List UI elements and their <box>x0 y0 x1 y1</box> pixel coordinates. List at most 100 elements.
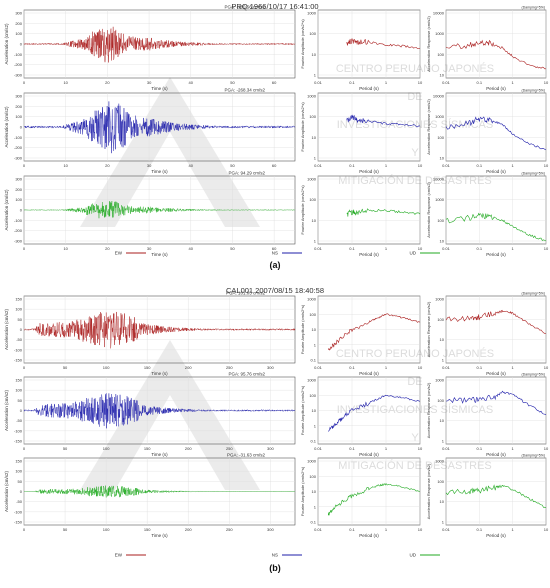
watermark-text: CENTRO PERUANO JAPONÉS <box>336 62 494 75</box>
y-tick-label: 1000 <box>307 459 317 464</box>
pga-label: PGA: 101.03 cm/s2 <box>226 291 266 296</box>
y-tick-label: 0 <box>20 42 23 47</box>
watermark-text: INVESTIGACIONES SÍSMICAS <box>337 118 493 131</box>
watermark-text: INVESTIGACIONES SÍSMICAS <box>337 403 493 416</box>
y-tick-label: 50 <box>18 479 23 484</box>
waveform-ew <box>23 26 296 63</box>
spectrum-curve-ns <box>346 114 421 128</box>
y-axis-label: Acceleration (cm/s2) <box>4 23 9 65</box>
y-tick-label: 10 <box>440 499 445 504</box>
x-tick-label: 0 <box>23 527 26 532</box>
y-tick-label: 1 <box>442 439 445 444</box>
y-tick-label: -300 <box>14 73 23 78</box>
x-tick-label: 100 <box>103 446 110 451</box>
y-tick-label: 100 <box>437 52 444 57</box>
x-tick-label: 10 <box>544 365 549 370</box>
x-axis-label: Time (s) <box>151 371 168 376</box>
spectrum-curve-ud <box>445 212 547 242</box>
x-tick-label: 0.01 <box>442 80 451 85</box>
watermark-text: DE <box>407 91 422 103</box>
watermark-text: MITIGACIÓN DE DESASTRES <box>338 459 491 472</box>
y-tick-label: 1 <box>314 342 317 347</box>
fourier-panel-ew: 0.01 0.1 1 10 1000 100 10 1 Period (s) Fourier Am… <box>300 9 423 91</box>
response-panel-ns: 0.01 0.1 1 10 10000 1000 100 10 Period (s) Accele… <box>426 89 549 175</box>
x-tick-label: 10 <box>418 163 423 168</box>
y-tick-label: 1000 <box>307 94 317 99</box>
x-tick-label: 1 <box>385 246 388 251</box>
x-tick-label: 1 <box>512 365 515 370</box>
y-axis-label: Acceleration (cm/s2) <box>4 189 9 231</box>
fourier-panel-ew: 0.01 0.1 1 10 1000 100 10 1 0.1 Period (s) Fourier… <box>300 295 423 376</box>
panel-caption: (a) <box>270 260 281 270</box>
y-tick-label: 0 <box>20 327 23 332</box>
y-tick-label: -100 <box>14 135 23 140</box>
x-tick-label: 20 <box>105 163 110 168</box>
y-tick-label: 10 <box>440 418 445 423</box>
x-tick-label: 300 <box>267 365 274 370</box>
x-tick-label: 10 <box>544 246 549 251</box>
y-tick-label: 150 <box>15 459 22 464</box>
y-tick-label: -200 <box>14 228 23 233</box>
pga-label: PGA: -31.63 cm/s2 <box>227 453 266 458</box>
y-tick-label: 10 <box>312 52 317 57</box>
x-tick-label: 10 <box>63 246 68 251</box>
x-tick-label: 50 <box>63 446 68 451</box>
response-panel-ns: 0.01 0.1 1 10 1000 100 10 1 Period (s) Accelerati… <box>426 373 549 458</box>
cismid-logo-a <box>80 77 260 227</box>
y-axis-label: Acceleration (cm/s2) <box>4 470 9 512</box>
damping-label: (Damping=5%) <box>522 373 545 377</box>
y-tick-label: 1 <box>314 239 317 244</box>
response-panel-ew: 0.01 0.1 1 10 10000 1000 100 10 Period (s) Accele… <box>426 6 549 92</box>
x-tick-label: 0.01 <box>314 80 323 85</box>
y-tick-label: 100 <box>15 307 22 312</box>
y-tick-label: -100 <box>14 428 23 433</box>
x-tick-label: 10 <box>418 365 423 370</box>
waveform-ns <box>23 101 296 154</box>
x-axis-label: Time (s) <box>151 533 168 538</box>
panel-caption: (b) <box>269 563 281 573</box>
x-tick-label: 50 <box>230 246 235 251</box>
y-tick-label: -300 <box>14 156 23 161</box>
y-axis-label: Acceleration Response (cm/s2) <box>426 301 431 357</box>
x-tick-label: 250 <box>226 527 233 532</box>
pga-label: PGA: -180.56 cm/s2 <box>224 5 265 10</box>
x-tick-label: 0 <box>23 163 26 168</box>
x-tick-label: 250 <box>226 365 233 370</box>
x-axis-label: Period (s) <box>359 252 379 257</box>
x-tick-label: 0.1 <box>349 365 355 370</box>
spectrum-curve-ns <box>445 390 547 415</box>
x-tick-label: 100 <box>103 527 110 532</box>
y-tick-label: 10 <box>312 218 317 223</box>
y-tick-label: 100 <box>437 479 444 484</box>
damping-label: (Damping=5%) <box>522 454 545 458</box>
y-tick-label: -50 <box>16 499 23 504</box>
y-tick-label: -150 <box>14 439 23 444</box>
spectrum-curve-ud <box>327 482 421 516</box>
y-tick-label: 10 <box>440 239 445 244</box>
x-tick-label: 60 <box>272 80 277 85</box>
x-tick-label: 30 <box>147 246 152 251</box>
x-axis-label: Period (s) <box>486 452 506 457</box>
y-tick-label: 1 <box>314 423 317 428</box>
x-axis-label: Period (s) <box>359 169 379 174</box>
x-tick-label: 150 <box>144 365 151 370</box>
y-axis-label: Fourier Amplitude (cm/s2*s) <box>300 304 305 354</box>
x-tick-label: 0.01 <box>442 446 451 451</box>
pga-label: PGA: 94.29 cm/s2 <box>228 171 265 176</box>
y-axis-label: Fourier Amplitude (cm/s2*s) <box>300 185 305 235</box>
y-tick-label: 0.1 <box>310 520 316 525</box>
x-tick-label: 0.1 <box>477 246 483 251</box>
y-tick-label: -150 <box>14 358 23 363</box>
x-tick-label: 50 <box>63 365 68 370</box>
x-tick-label: 60 <box>272 246 277 251</box>
x-tick-label: 0.01 <box>314 365 323 370</box>
x-axis-label: Period (s) <box>486 371 506 376</box>
x-tick-label: 10 <box>418 446 423 451</box>
pga-label: PGA: -268.34 cm/s2 <box>224 88 265 93</box>
x-tick-label: 300 <box>267 446 274 451</box>
x-tick-label: 100 <box>103 365 110 370</box>
x-tick-label: 200 <box>185 527 192 532</box>
